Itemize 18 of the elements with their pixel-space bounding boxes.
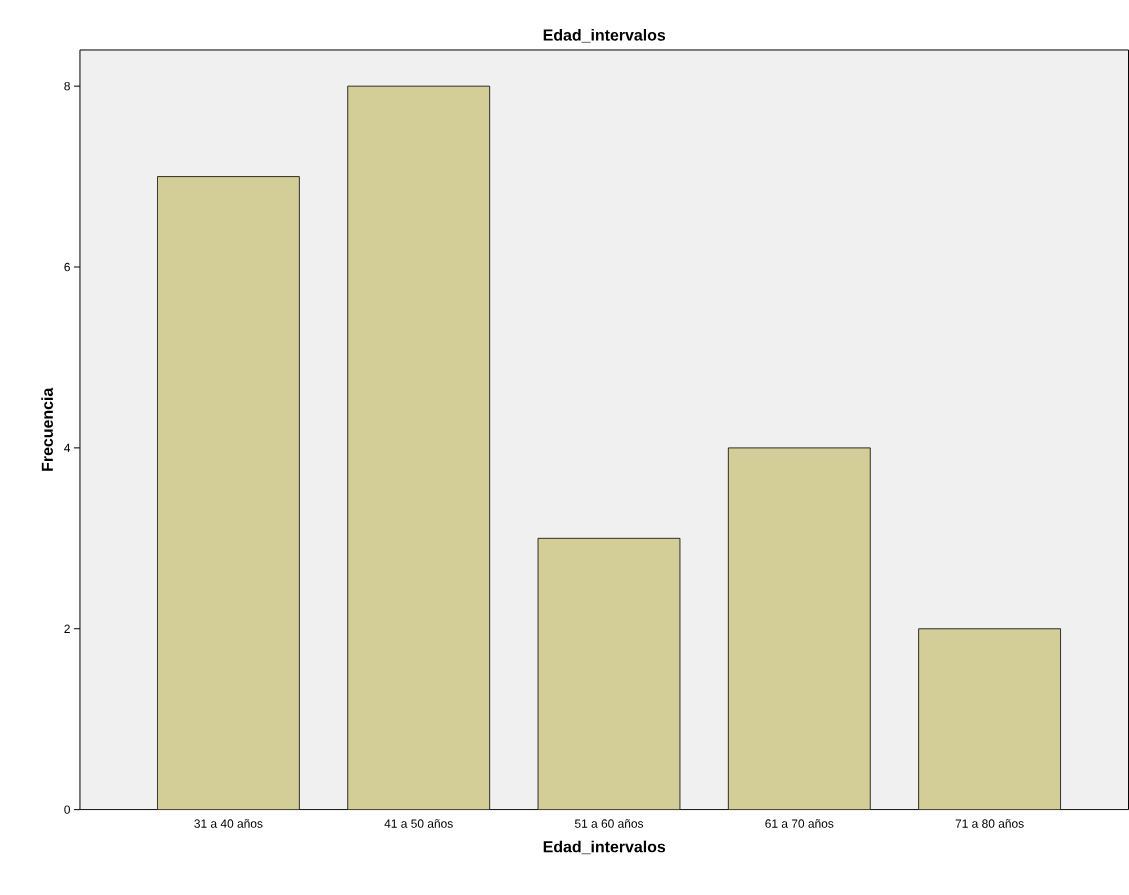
- x-tick-label: 41 a 50 años: [384, 819, 453, 829]
- bar: [918, 628, 1061, 810]
- x-tick-label: 51 a 60 años: [574, 819, 644, 829]
- x-axis-title: Edad_intervalos: [543, 840, 666, 855]
- bar: [538, 538, 680, 810]
- y-tick-label: 6: [64, 262, 70, 272]
- bar: [727, 447, 871, 810]
- y-axis-title: Frecuencia: [41, 387, 53, 471]
- x-tick-label: 31 a 40 años: [194, 819, 263, 829]
- x-tick-label: 61 a 70 años: [765, 819, 834, 829]
- y-tick-label: 8: [64, 82, 70, 91]
- chart-title: Edad_intervalos: [543, 29, 666, 43]
- bar: [347, 85, 491, 810]
- y-tick-label: 0: [64, 805, 70, 815]
- y-tick-label: 2: [64, 624, 70, 634]
- x-tick-label: 71 a 80 años: [955, 819, 1024, 829]
- bar: [157, 176, 300, 810]
- y-tick-label: 4: [64, 443, 71, 453]
